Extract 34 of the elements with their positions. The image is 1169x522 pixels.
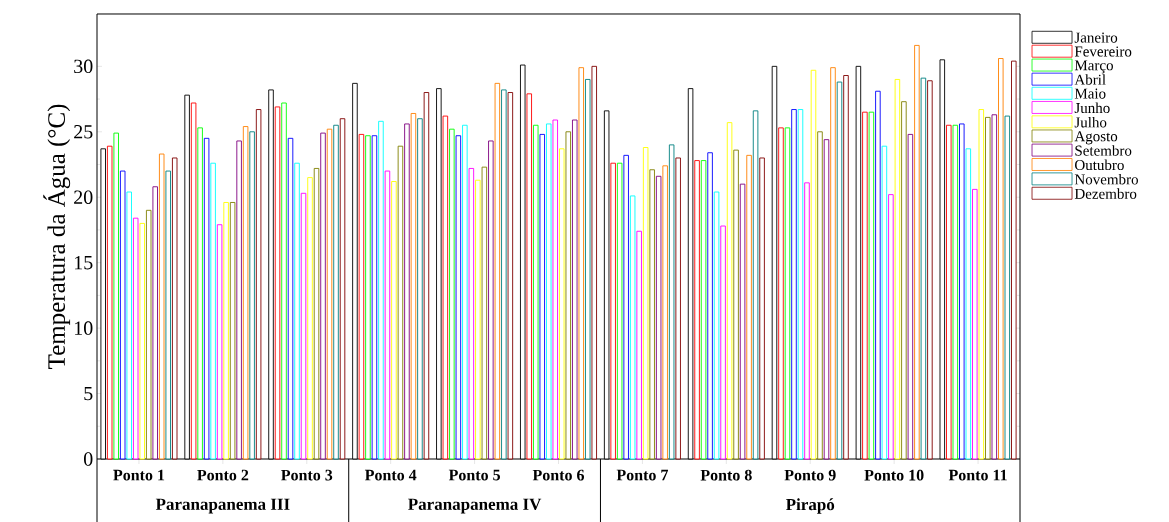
y-tick-label: 20: [74, 190, 93, 204]
x-tick-label: Ponto 1: [113, 469, 165, 481]
y-tick-label: 30: [74, 59, 93, 74]
x-tick-label: Ponto 6: [532, 469, 585, 481]
y-tick-label: 5: [84, 386, 93, 401]
x-tick-label: Ponto 4: [364, 469, 417, 481]
x-tick-label: Ponto 7: [616, 469, 669, 481]
legend-label: Fevereiro: [1074, 46, 1132, 57]
x-tick-label: Ponto 3: [281, 469, 333, 481]
x-tick-label: Ponto 2: [197, 469, 249, 481]
text: Paranapanema IV: [408, 498, 542, 514]
y-tick-label: 0: [83, 452, 93, 466]
x-tick-label: Ponto 10: [864, 469, 924, 481]
legend-label: Novembro: [1074, 173, 1138, 185]
y-axis-title: Temperatura da Água (°C): [43, 104, 71, 369]
legend-label: Março: [1074, 60, 1113, 74]
x-tick-label: Ponto 11: [948, 469, 1007, 481]
x-tick-label: Ponto 5: [448, 469, 501, 481]
x-tick-label: Ponto 9: [784, 469, 836, 481]
text: Pirapó: [785, 498, 835, 514]
legend-label: Abril: [1074, 74, 1106, 85]
x-tick-label: Ponto 8: [700, 469, 752, 481]
legend-label: Outubro: [1075, 159, 1124, 171]
legend-label: Dezembro: [1074, 188, 1137, 199]
legend-label: Agosto: [1074, 131, 1118, 145]
y-tick-label: 10: [74, 321, 93, 335]
legend-label: Setembro: [1075, 145, 1132, 156]
y-tick-label: 25: [74, 125, 93, 139]
legend-label: Maio: [1074, 88, 1106, 99]
legend-label: Janeiro: [1074, 32, 1118, 43]
legend-label: Julho: [1074, 116, 1107, 128]
legend-label: Junho: [1074, 102, 1110, 114]
text: Paranapanema III: [155, 498, 290, 514]
y-tick-label: 15: [74, 255, 93, 270]
